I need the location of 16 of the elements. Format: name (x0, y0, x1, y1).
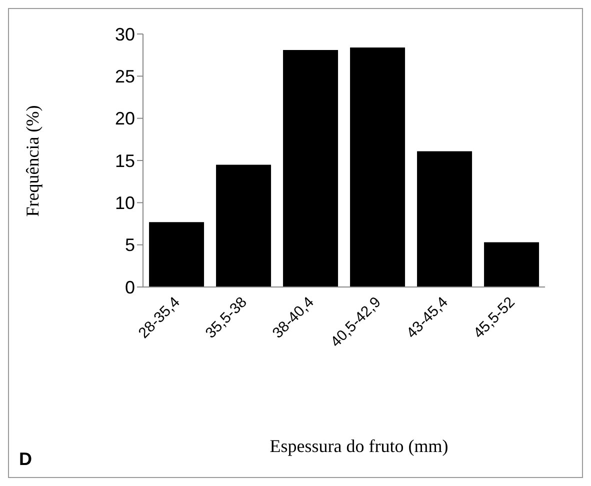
y-tick-label: 0 (124, 277, 135, 298)
y-tick-label: 20 (114, 108, 135, 129)
y-tick-label: 30 (114, 24, 135, 44)
y-axis-title: Frequência (%) (22, 105, 44, 217)
bar (283, 50, 338, 287)
bar (417, 151, 472, 287)
y-tick-label: 15 (114, 150, 135, 171)
y-tick-label: 25 (114, 66, 135, 87)
y-tick-label: 10 (114, 193, 135, 214)
y-tick-label: 5 (124, 235, 135, 256)
x-axis-title: Espessura do fruto (mm) (268, 436, 450, 457)
bar (216, 164, 272, 287)
bar (350, 47, 406, 287)
text: D (19, 449, 32, 470)
bar (149, 222, 204, 287)
bar (484, 242, 540, 287)
